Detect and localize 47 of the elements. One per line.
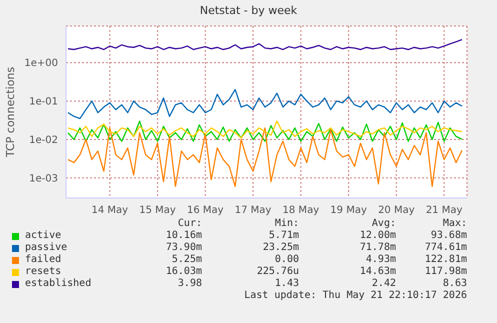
legend-label: active [25,230,62,242]
text: 12.00m [358,230,396,242]
y-tick-label: 1e-01 [29,96,58,108]
text: Cur: [176,218,202,230]
y-tick-label: 1e-03 [29,173,58,184]
text: 16.03m [164,266,202,278]
x-tick-label: 17 May [234,205,272,216]
x-tick-label: 14 May [91,205,128,216]
text: Avg: [370,218,396,230]
text: 4.93m [364,254,396,266]
y-tick-label: 1e-02 [29,135,58,146]
chart-title: Netstat - by week [198,3,298,18]
text: 5.71m [268,230,299,242]
text: 10.16m [164,230,202,242]
x-tick-label: 18 May [282,205,320,216]
y-axis-title: TCP connections [4,66,17,158]
text: Last update: Thu May 21 22:10:17 2026 [243,290,467,301]
text: 117.98m [424,266,467,278]
text: 774.61m [424,242,467,254]
x-tick-label: 19 May [330,205,367,216]
line-series [67,39,463,50]
text: 14.63m [358,266,396,278]
text: 0.00 [274,254,299,266]
text: 225.76u [256,266,299,278]
legend-label: established [25,278,92,290]
x-tick-label: 21 May [426,205,462,216]
text: 8.63 [442,278,467,290]
legend-label: failed [25,254,62,266]
x-tick-label: 16 May [187,205,224,216]
line-series [67,127,463,188]
text: 3.98 [176,278,202,290]
legend-label: resets [25,266,62,278]
text: 73.90m [164,242,202,254]
text: 93.68m [430,230,467,242]
line-series [67,88,463,120]
legend-label: passive [25,242,68,254]
text: Max: [442,218,467,230]
x-tick-label: 20 May [378,205,415,216]
text: 1.43 [274,278,299,290]
text: Min: [274,218,299,230]
x-tick-label: 15 May [139,205,176,216]
y-tick-label: 1e+00 [24,58,58,70]
text: 23.25m [262,242,299,254]
text: 122.81m [424,254,467,266]
text: 71.78m [358,242,396,254]
text: 2.42 [370,278,396,290]
text: 5.25m [170,254,202,266]
